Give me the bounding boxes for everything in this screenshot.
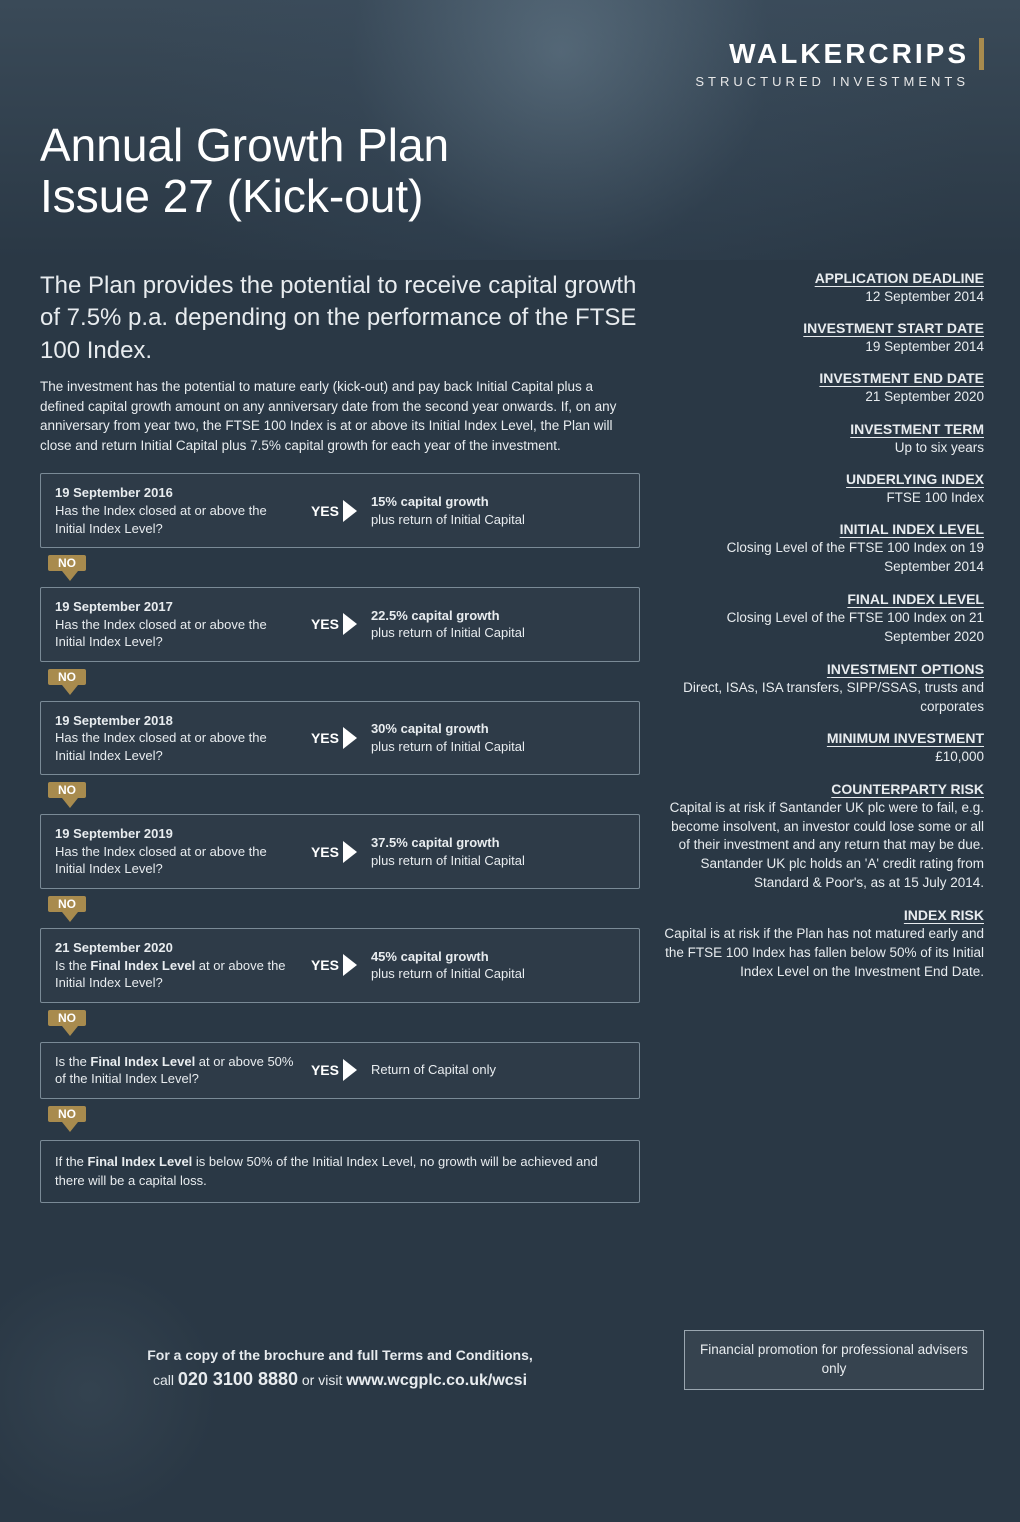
sidebar-item-label: FINAL INDEX LEVEL bbox=[664, 591, 984, 607]
flow-result: 30% capital growthplus return of Initial… bbox=[367, 720, 625, 755]
yes-arrow: YES bbox=[307, 1059, 357, 1081]
sidebar-item-value: Capital is at risk if the Plan has not m… bbox=[664, 926, 984, 979]
yes-label: YES bbox=[307, 957, 343, 973]
sidebar-item-label: UNDERLYING INDEX bbox=[664, 471, 984, 487]
no-label: NO bbox=[48, 555, 86, 571]
sidebar-item-label: INDEX RISK bbox=[664, 907, 984, 923]
flow-step: 19 September 2016Has the Index closed at… bbox=[40, 473, 640, 548]
flow-question: Is the Final Index Level at or above 50%… bbox=[55, 1053, 297, 1088]
sidebar-item-value: 21 September 2020 bbox=[865, 389, 984, 404]
flowchart: 19 September 2016Has the Index closed at… bbox=[40, 473, 640, 1137]
sidebar-item-label: INVESTMENT START DATE bbox=[664, 320, 984, 336]
sidebar-item-value: Capital is at risk if Santander UK plc w… bbox=[670, 800, 984, 891]
sidebar-item-value: 19 September 2014 bbox=[865, 339, 984, 354]
flow-step: 19 September 2019Has the Index closed at… bbox=[40, 814, 640, 889]
footer-line-1: For a copy of the brochure and full Term… bbox=[40, 1347, 640, 1363]
brand-subline: STRUCTURED INVESTMENTS bbox=[695, 74, 984, 89]
no-arrow: NO bbox=[48, 554, 92, 581]
sidebar-item-value: £10,000 bbox=[935, 749, 984, 764]
sidebar-item: INVESTMENT START DATE 19 September 2014 bbox=[664, 320, 984, 356]
no-arrow: NO bbox=[48, 668, 92, 695]
promo-disclaimer-box: Financial promotion for professional adv… bbox=[684, 1330, 984, 1390]
no-label: NO bbox=[48, 896, 86, 912]
sidebar-item-label: APPLICATION DEADLINE bbox=[664, 270, 984, 286]
title-line-2: Issue 27 (Kick-out) bbox=[40, 171, 449, 222]
brand-name: WALKERCRIPS bbox=[695, 38, 984, 70]
brand-logo: WALKERCRIPS STRUCTURED INVESTMENTS bbox=[695, 38, 984, 89]
yes-label: YES bbox=[307, 616, 343, 632]
sidebar-item-label: MINIMUM INVESTMENT bbox=[664, 730, 984, 746]
no-arrow: NO bbox=[48, 1105, 92, 1132]
sidebar-item-value: Direct, ISAs, ISA transfers, SIPP/SSAS, … bbox=[683, 680, 984, 714]
sidebar-item-label: INITIAL INDEX LEVEL bbox=[664, 521, 984, 537]
no-arrow: NO bbox=[48, 781, 92, 808]
sidebar-item: UNDERLYING INDEX FTSE 100 Index bbox=[664, 471, 984, 507]
title-line-1: Annual Growth Plan bbox=[40, 120, 449, 171]
flow-question: 21 September 2020Is the Final Index Leve… bbox=[55, 939, 297, 992]
sidebar-item: COUNTERPARTY RISK Capital is at risk if … bbox=[664, 781, 984, 893]
flow-step: 19 September 2017Has the Index closed at… bbox=[40, 587, 640, 662]
flow-result: Return of Capital only bbox=[367, 1061, 625, 1079]
sidebar-item-label: COUNTERPARTY RISK bbox=[664, 781, 984, 797]
footer-cta: For a copy of the brochure and full Term… bbox=[40, 1347, 640, 1390]
flow-step: 21 September 2020Is the Final Index Leve… bbox=[40, 928, 640, 1003]
loss-outcome-box: If the Final Index Level is below 50% of… bbox=[40, 1140, 640, 1204]
sidebar-item: FINAL INDEX LEVEL Closing Level of the F… bbox=[664, 591, 984, 647]
call-prefix: call bbox=[153, 1372, 178, 1388]
sidebar: APPLICATION DEADLINE 12 September 2014 I… bbox=[664, 270, 984, 996]
intro-heading: The Plan provides the potential to recei… bbox=[40, 270, 640, 367]
no-arrow: NO bbox=[48, 895, 92, 922]
main-content: The Plan provides the potential to recei… bbox=[40, 270, 640, 1203]
flow-result: 37.5% capital growthplus return of Initi… bbox=[367, 834, 625, 869]
sidebar-item-value: FTSE 100 Index bbox=[886, 490, 984, 505]
footer-decoration bbox=[0, 1262, 220, 1522]
yes-label: YES bbox=[307, 1062, 343, 1078]
yes-arrow: YES bbox=[307, 841, 357, 863]
flow-question: 19 September 2017Has the Index closed at… bbox=[55, 598, 297, 651]
no-label: NO bbox=[48, 1106, 86, 1122]
intro-paragraph: The investment has the potential to matu… bbox=[40, 377, 640, 455]
page-title: Annual Growth Plan Issue 27 (Kick-out) bbox=[40, 120, 449, 221]
sidebar-item-value: Closing Level of the FTSE 100 Index on 1… bbox=[727, 540, 984, 574]
loss-text-bold: Final Index Level bbox=[88, 1154, 193, 1169]
footer-url: www.wcgplc.co.uk/wcsi bbox=[346, 1372, 527, 1389]
sidebar-item-label: INVESTMENT OPTIONS bbox=[664, 661, 984, 677]
footer-line-2: call 020 3100 8880 or visit www.wcgplc.c… bbox=[40, 1369, 640, 1390]
sidebar-item: MINIMUM INVESTMENT £10,000 bbox=[664, 730, 984, 766]
flow-question: 19 September 2016Has the Index closed at… bbox=[55, 484, 297, 537]
sidebar-item: INDEX RISK Capital is at risk if the Pla… bbox=[664, 907, 984, 982]
flow-step: Is the Final Index Level at or above 50%… bbox=[40, 1042, 640, 1099]
yes-arrow: YES bbox=[307, 613, 357, 635]
sidebar-item: INVESTMENT END DATE 21 September 2020 bbox=[664, 370, 984, 406]
sidebar-item-value: Closing Level of the FTSE 100 Index on 2… bbox=[727, 610, 984, 644]
yes-arrow: YES bbox=[307, 954, 357, 976]
no-label: NO bbox=[48, 782, 86, 798]
yes-label: YES bbox=[307, 730, 343, 746]
loss-text-prefix: If the bbox=[55, 1154, 88, 1169]
yes-arrow: YES bbox=[307, 727, 357, 749]
yes-label: YES bbox=[307, 503, 343, 519]
sidebar-item-label: INVESTMENT TERM bbox=[664, 421, 984, 437]
sidebar-item-value: Up to six years bbox=[895, 440, 984, 455]
sidebar-item: APPLICATION DEADLINE 12 September 2014 bbox=[664, 270, 984, 306]
no-label: NO bbox=[48, 669, 86, 685]
flow-result: 15% capital growthplus return of Initial… bbox=[367, 493, 625, 528]
flow-question: 19 September 2018Has the Index closed at… bbox=[55, 712, 297, 765]
visit-prefix: or visit bbox=[298, 1372, 346, 1388]
yes-arrow: YES bbox=[307, 500, 357, 522]
flow-result: 22.5% capital growthplus return of Initi… bbox=[367, 607, 625, 642]
sidebar-item: INVESTMENT OPTIONS Direct, ISAs, ISA tra… bbox=[664, 661, 984, 717]
footer-phone: 020 3100 8880 bbox=[178, 1369, 298, 1389]
flow-step: 19 September 2018Has the Index closed at… bbox=[40, 701, 640, 776]
no-label: NO bbox=[48, 1010, 86, 1026]
sidebar-item-label: INVESTMENT END DATE bbox=[664, 370, 984, 386]
sidebar-item: INITIAL INDEX LEVEL Closing Level of the… bbox=[664, 521, 984, 577]
sidebar-item-value: 12 September 2014 bbox=[865, 289, 984, 304]
no-arrow: NO bbox=[48, 1009, 92, 1036]
sidebar-item: INVESTMENT TERM Up to six years bbox=[664, 421, 984, 457]
flow-question: 19 September 2019Has the Index closed at… bbox=[55, 825, 297, 878]
yes-label: YES bbox=[307, 844, 343, 860]
flow-result: 45% capital growthplus return of Initial… bbox=[367, 948, 625, 983]
